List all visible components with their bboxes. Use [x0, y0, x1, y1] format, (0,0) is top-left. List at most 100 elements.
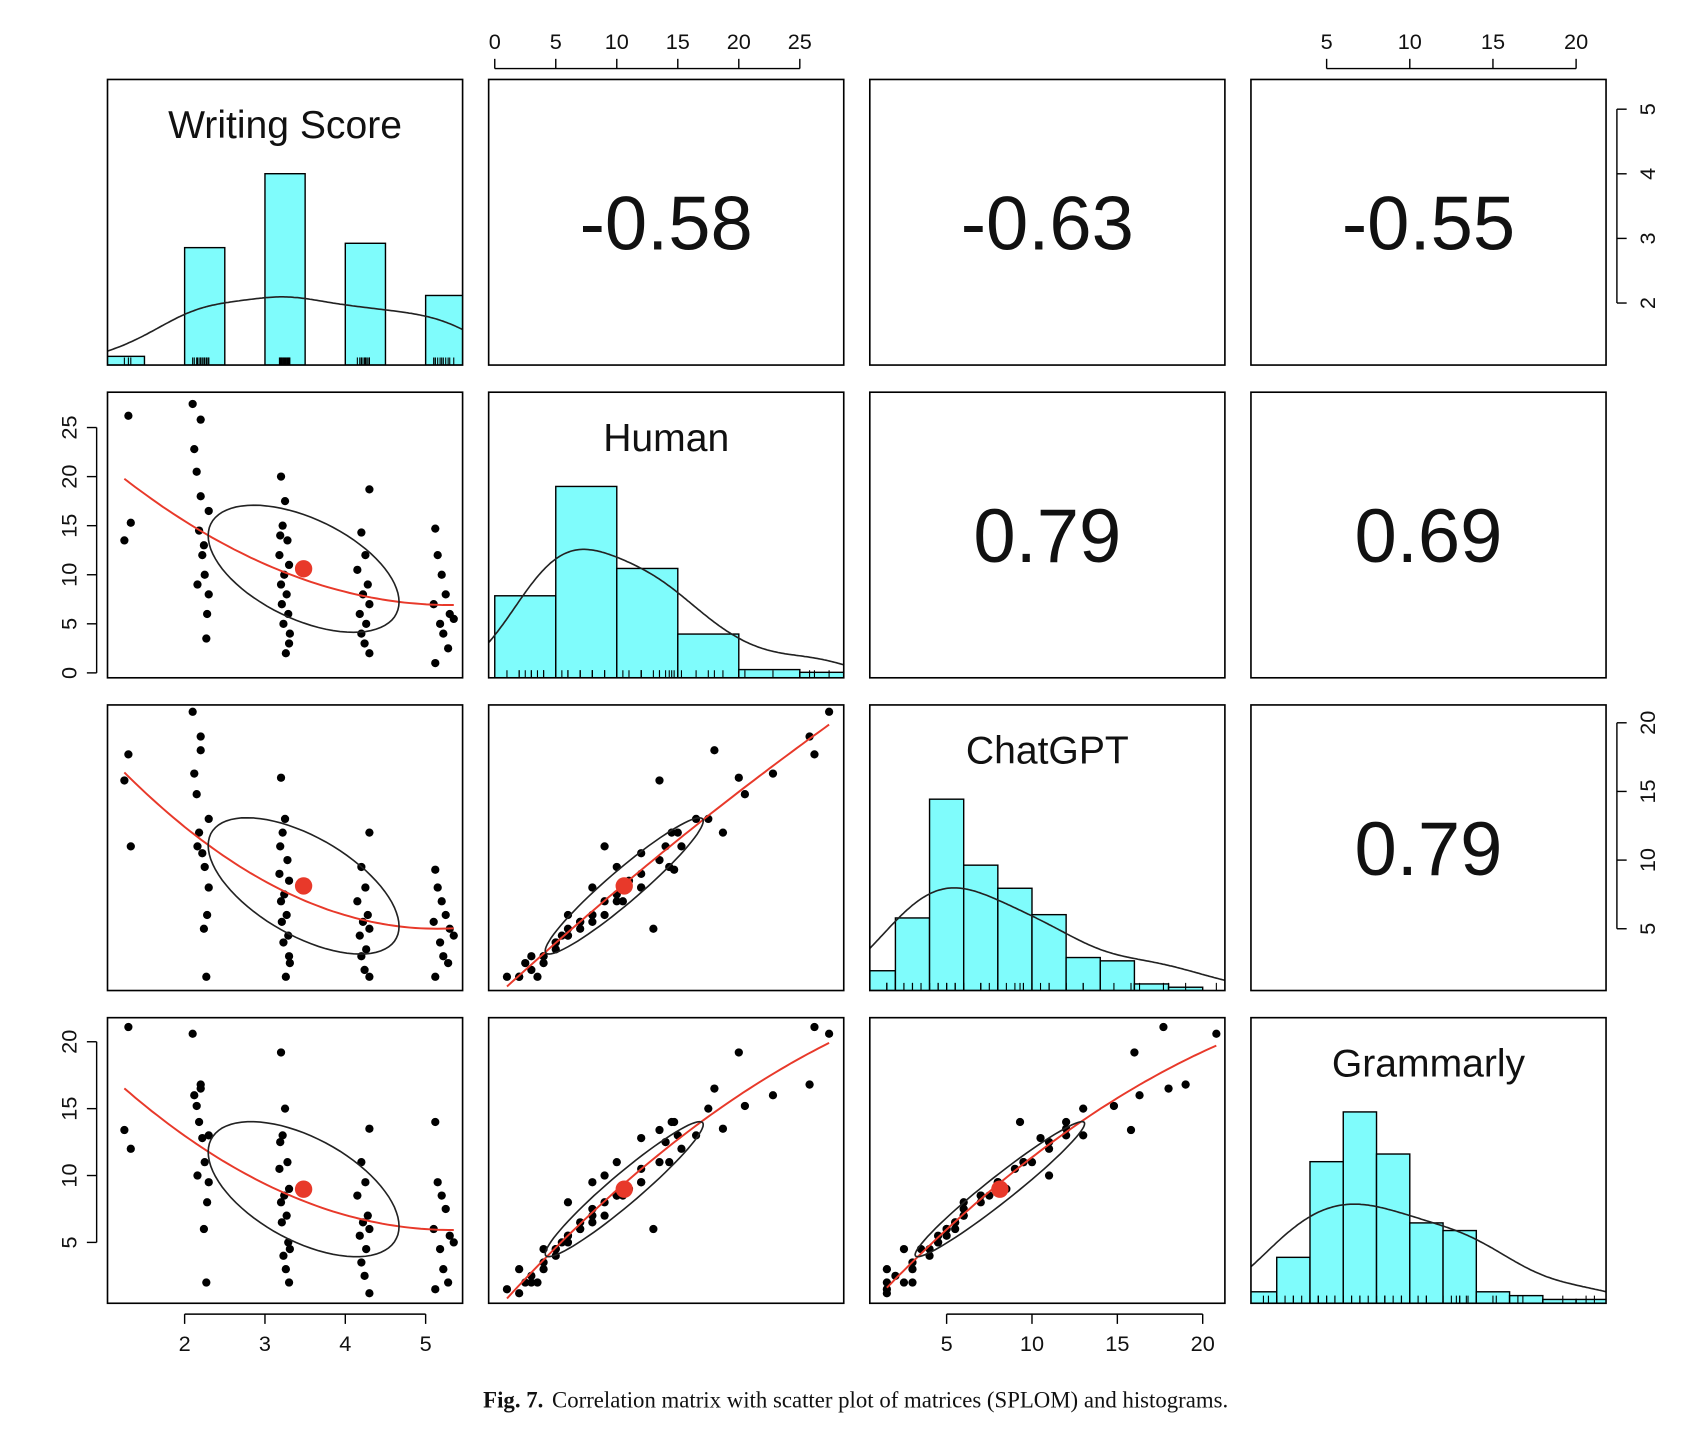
scatter-point [435, 619, 445, 628]
scatter-point [126, 1144, 135, 1153]
scatter-point [527, 965, 536, 975]
density-curve [488, 548, 844, 666]
scatter-point [365, 972, 374, 981]
scatter-point [120, 1125, 129, 1135]
scatter-point [196, 746, 205, 755]
scatter-point [361, 883, 370, 892]
scatter-point [198, 1133, 207, 1143]
scatter-point [882, 1265, 892, 1274]
scatter-point [124, 411, 133, 420]
scatter-point [637, 1133, 646, 1143]
scatter-point [449, 1238, 458, 1247]
scatter-point [670, 1117, 679, 1127]
scatter-point [363, 910, 372, 920]
panel: ChatGPT [869, 730, 1225, 991]
panel-frame [487, 1016, 845, 1305]
scatter-point [279, 938, 288, 947]
scatter-point [1079, 1131, 1088, 1140]
scatter-point [285, 629, 294, 638]
scatter-point [439, 629, 448, 638]
scatter-point [515, 1289, 524, 1298]
scatter-point [196, 415, 205, 424]
scatter-point [899, 1244, 909, 1254]
scatter-point [279, 619, 288, 628]
scatter-point [539, 958, 548, 968]
scatter-point [363, 580, 372, 589]
scatter-point [805, 732, 814, 741]
scatter-point [437, 1191, 446, 1200]
scatter-point [539, 952, 548, 961]
correlation-ellipse [544, 816, 705, 955]
scatter-point [557, 931, 566, 940]
scatter-point [365, 600, 374, 609]
scatter-point [188, 399, 197, 409]
scatter-point [665, 1158, 674, 1167]
panel: Grammarly [1250, 1042, 1607, 1304]
scatter-point [202, 972, 211, 981]
scatter-point [283, 1158, 292, 1167]
panel-frame [106, 78, 464, 366]
scatter-point [810, 1022, 819, 1032]
scatter-point [449, 931, 458, 940]
scatter-point [124, 750, 133, 759]
scatter-point [202, 1278, 211, 1287]
panel-frame [868, 78, 1226, 366]
x-tick-label: 20 [1564, 29, 1588, 54]
scatter-point [276, 897, 286, 906]
scatter-point [431, 1117, 440, 1127]
scatter-point [588, 883, 597, 892]
mean-point [991, 1180, 1009, 1198]
panel-frame [868, 391, 1226, 679]
panel-frame [106, 391, 464, 679]
scatter-point [882, 1285, 892, 1294]
histogram-bar [494, 595, 557, 678]
histogram-bar [1099, 960, 1136, 991]
histogram-bar [1442, 1229, 1478, 1304]
scatter-point [740, 790, 750, 799]
scatter-point [612, 1158, 621, 1167]
x-tick-label: 3 [259, 1331, 271, 1356]
scatter-point [357, 528, 366, 537]
histogram-bar [1508, 1294, 1544, 1304]
correlation-value: 0.69 [1355, 494, 1503, 579]
correlation-value: -0.63 [961, 181, 1134, 266]
scatter-point [718, 828, 728, 837]
scatter-point [437, 897, 446, 906]
x-tick-label: 0 [489, 29, 501, 54]
scatter-point [194, 1117, 204, 1127]
scatter-point [284, 1184, 294, 1194]
scatter-point [202, 1198, 212, 1207]
scatter-point [198, 849, 207, 858]
fit-line [506, 1042, 830, 1300]
panel [120, 399, 458, 668]
scatter-point [360, 639, 369, 648]
correlation-ellipse [207, 816, 400, 955]
scatter-point [278, 521, 287, 530]
scatter-point [361, 550, 370, 560]
scatter-point [588, 1178, 597, 1187]
panel [120, 707, 458, 981]
scatter-point [357, 1258, 366, 1267]
scatter-point [355, 931, 364, 940]
y-tick-label: 25 [56, 415, 81, 439]
scatter-point [600, 1211, 609, 1220]
scatter-point [126, 518, 135, 527]
scatter-point [365, 828, 374, 837]
scatter-point [353, 565, 362, 574]
scatter-point [740, 1101, 750, 1111]
caption: Fig. 7. Correlation matrix with scatter p… [483, 1388, 1228, 1413]
scatter-point [618, 897, 628, 906]
scatter-point [199, 1224, 209, 1234]
histogram-bar [1309, 1160, 1344, 1304]
scatter-point [190, 1091, 199, 1100]
scatter-point [435, 1244, 445, 1254]
scatter-point [1036, 1133, 1045, 1143]
scatter-point [202, 634, 211, 643]
x-tick-label: 5 [1321, 29, 1333, 54]
scatter-point [196, 492, 205, 501]
scatter-point [124, 1022, 133, 1032]
scatter-point [710, 746, 719, 755]
panel: Human [488, 417, 844, 678]
panel [502, 707, 834, 988]
scatter-point [670, 865, 679, 874]
